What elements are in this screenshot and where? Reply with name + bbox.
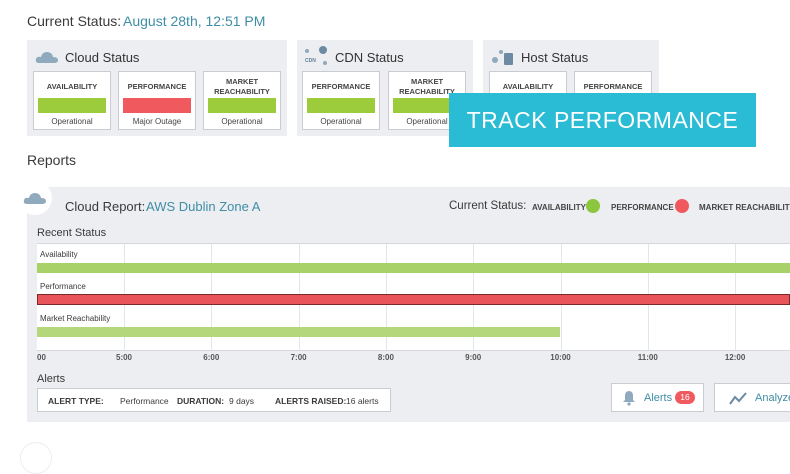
status-bar (208, 98, 276, 113)
card-status: Operational (221, 117, 263, 126)
time-label: 6:00 (203, 353, 220, 362)
report-icon-circle (18, 181, 52, 215)
card-title: MARKET REACHABILITY (399, 77, 455, 96)
panel-title: Host Status (521, 50, 589, 65)
status-card: PERFORMANCE Major Outage (118, 71, 196, 130)
time-label: 11:00 (637, 353, 658, 362)
cloud-status-panel: Cloud Status AVAILABILITY Operational PER… (27, 40, 287, 136)
row-label: Availability (40, 250, 78, 259)
alert-value: 16 alerts (346, 396, 379, 406)
alert-key: DURATION: (177, 396, 225, 406)
button-label: Alerts (644, 392, 673, 404)
legend-label: AVAILABILITY (532, 203, 586, 212)
screen: Current Status: August 28th, 12:51 PM Cl… (18, 13, 790, 474)
availability-bar (37, 263, 790, 273)
time-label: 12:00 (724, 353, 746, 362)
cdn-icon: CDN (305, 46, 327, 65)
bell-icon (623, 391, 635, 406)
recent-status-title: Recent Status (37, 227, 107, 239)
report-name: AWS Dublin Zone A (146, 199, 261, 214)
card-title: AVAILABILITY (46, 82, 98, 91)
time-label: 9:00 (465, 353, 482, 362)
status-card: PERFORMANCE Operational (302, 71, 380, 130)
cloud-icon (35, 52, 58, 63)
alert-key: ALERT TYPE: (48, 396, 104, 406)
time-label: 7:00 (290, 353, 307, 362)
status-bar (123, 98, 191, 113)
card-status: Operational (320, 117, 362, 126)
legend-dot (675, 199, 689, 213)
legend-label: MARKET REACHABILITY (699, 203, 790, 212)
card-title: MARKET REACHABILITY (214, 77, 270, 96)
time-label: 00 (37, 353, 46, 362)
status-bar (393, 98, 461, 113)
card-status: Operational (406, 117, 448, 126)
time-label: 8:00 (377, 353, 394, 362)
card-title: AVAILABILITY (502, 82, 554, 91)
legend-label: PERFORMANCE (611, 203, 674, 212)
market-reachability-bar (37, 327, 560, 337)
analyze-icon (729, 392, 747, 405)
host-icon (492, 50, 513, 65)
alert-badge: 16 (675, 391, 695, 404)
alerts-title: Alerts (37, 373, 66, 385)
time-label: 5:00 (115, 353, 133, 362)
alert-value: Performance (120, 396, 169, 406)
card-status: Major Outage (132, 117, 182, 126)
row-label: Performance (40, 282, 86, 291)
report-label: Cloud Report: (65, 199, 146, 214)
card-title: PERFORMANCE (583, 82, 643, 91)
performance-bar (37, 294, 790, 305)
status-datetime: August 28th, 12:51 PM (123, 13, 266, 29)
alert-value: 9 days (229, 396, 255, 406)
card-title: PERFORMANCE (127, 82, 187, 91)
time-label: 10:00 (550, 353, 571, 362)
cloud-icon (23, 193, 46, 204)
card-title: PERFORMANCE (311, 82, 371, 91)
button-label: Analyze (755, 392, 790, 404)
analyze-button[interactable]: Analyze (714, 383, 790, 412)
alert-key: ALERTS RAISED: (275, 396, 347, 406)
status-bar (307, 98, 375, 113)
status-bar (38, 98, 106, 113)
current-status-label: Current Status: (449, 200, 527, 212)
cdn-icon-label: CDN (305, 58, 316, 64)
track-performance-banner: TRACK PERFORMANCE (449, 93, 756, 147)
panel-title: Cloud Status (65, 50, 140, 65)
recent-status-chart: Availability Performance Market Reachabi… (37, 243, 790, 351)
next-report-icon (20, 442, 52, 474)
alert-summary: ALERT TYPE: Performance DURATION: 9 days… (37, 388, 391, 412)
status-card: MARKET REACHABILITY Operational (203, 71, 281, 130)
panel-title: CDN Status (335, 50, 404, 65)
status-label: Current Status: (27, 13, 122, 29)
alerts-button[interactable]: Alerts 16 (611, 383, 704, 412)
status-card: AVAILABILITY Operational (33, 71, 111, 130)
row-label: Market Reachability (40, 314, 111, 323)
reports-heading: Reports (27, 152, 77, 168)
card-status: Operational (51, 117, 93, 126)
legend-dot (586, 199, 600, 213)
cdn-status-panel: CDN CDN Status PERFORMANCE Operational MA… (297, 40, 473, 136)
